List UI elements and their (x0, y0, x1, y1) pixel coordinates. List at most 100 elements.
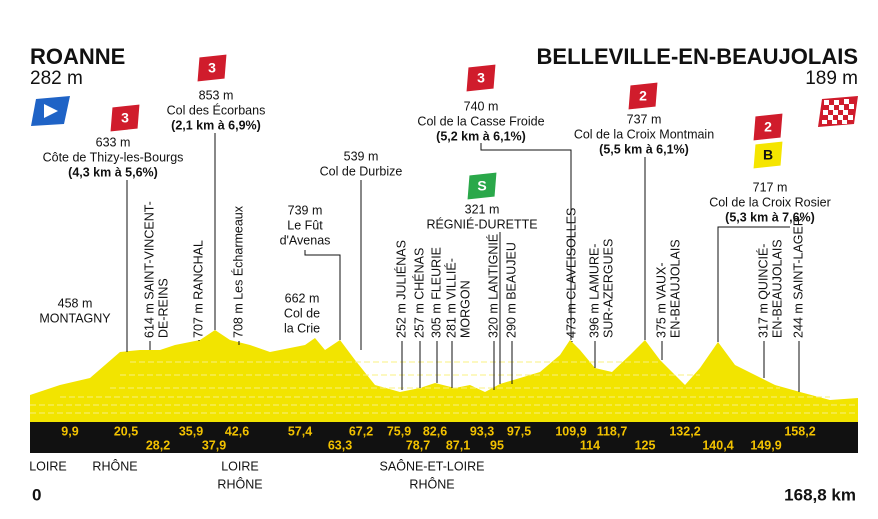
km-marker: 57,4 (288, 424, 312, 438)
point-label: la Crie (284, 321, 320, 335)
climb-name: Col de la Casse Froide (417, 114, 544, 128)
point-label: Col de Durbize (320, 164, 403, 178)
sprint-name: RÉGNIÉ-DURETTE (426, 216, 537, 231)
climb-altitude: 853 m (199, 88, 234, 102)
km-marker: 93,3 (470, 424, 494, 438)
town-label: 614 m SAINT-VINCENT- (142, 201, 156, 338)
leader-line (304, 250, 341, 340)
badge (465, 63, 497, 93)
km-marker: 132,2 (669, 424, 700, 438)
climb-altitude: 737 m (627, 112, 662, 126)
badge (752, 140, 784, 170)
town-label: 281 m VILLIÉ- (443, 258, 458, 338)
badge (196, 53, 228, 83)
badge (109, 103, 141, 133)
point-label: MONTAGNY (39, 311, 111, 325)
region-label: RHÔNE (409, 476, 454, 491)
elevation-profile (30, 330, 858, 422)
km-marker: 149,9 (750, 438, 781, 452)
climb-name: Col de la Croix Rosier (709, 195, 831, 209)
climb-detail: (5,2 km à 6,1%) (436, 129, 526, 143)
badge-label: 2 (764, 119, 772, 135)
town-label: 252 m JULIÉNAS (393, 240, 408, 338)
km-marker: 75,9 (387, 424, 411, 438)
km-marker: 20,5 (114, 424, 138, 438)
town-label: 396 m LAMURE- (587, 244, 601, 338)
town-label: 244 m SAINT-LAGER (791, 217, 805, 338)
km-marker: 67,2 (349, 424, 373, 438)
town-label: EN-BEAUJOLAIS (668, 239, 682, 338)
km-marker: 35,9 (179, 424, 203, 438)
climb-detail: (5,3 km à 7,6%) (725, 210, 815, 224)
km-strip (30, 422, 858, 453)
leader-line (717, 226, 790, 342)
town-label: 305 m FLEURIE (429, 247, 443, 338)
town-label: SUR-AZERGUES (601, 239, 615, 338)
town-label: 290 m BEAUJEU (504, 242, 518, 338)
climb-altitude: 717 m (753, 180, 788, 194)
finish-name: BELLEVILLE-EN-BEAUJOLAIS (537, 44, 858, 69)
point-label: 739 m (288, 203, 323, 217)
climb-detail: (4,3 km à 5,6%) (68, 165, 158, 179)
badge-label: B (763, 147, 773, 163)
start-arrow (44, 104, 58, 118)
climb-name: Côte de Thizy-les-Bourgs (43, 150, 184, 164)
town-label: MORGON (458, 280, 472, 338)
km-marker: 95 (490, 438, 504, 452)
finish-altitude: 189 m (805, 68, 858, 89)
km-marker: 109,9 (555, 424, 586, 438)
point-label: d'Avenas (280, 233, 331, 247)
climb-altitude: 740 m (464, 99, 499, 113)
leader-line (480, 143, 572, 340)
km-marker: 114 (580, 438, 600, 452)
badge (752, 112, 784, 142)
town-label: 317 m QUINCIÉ- (755, 244, 770, 338)
badge-label: 2 (639, 88, 647, 104)
town-label: DE-REINS (156, 278, 170, 338)
town-label: 708 m Les Écharmeaux (230, 205, 245, 338)
point-label: 662 m (285, 291, 320, 305)
climb-detail: (2,1 km à 6,9%) (171, 118, 261, 132)
climb-name: Col de la Croix Montmain (574, 127, 714, 141)
km-marker: 158,2 (784, 424, 815, 438)
km-marker: 9,9 (61, 424, 78, 438)
point-label: Col de (284, 306, 320, 320)
region-label: LOIRE (29, 459, 67, 473)
badge-label: S (477, 178, 486, 194)
region-label: RHÔNE (92, 458, 137, 473)
badge (466, 171, 498, 201)
start-altitude: 282 m (30, 68, 83, 89)
km-marker: 37,9 (202, 438, 226, 452)
badge (627, 81, 659, 111)
km-marker: 63,3 (328, 438, 352, 452)
km-marker: 78,7 (406, 438, 430, 452)
town-label: 707 m RANCHAL (191, 240, 205, 338)
finish-km: 168,8 km (784, 485, 856, 504)
finish-flag (818, 96, 858, 127)
start-name: ROANNE (30, 44, 125, 69)
badge-label: 3 (208, 60, 216, 76)
km-marker: 125 (635, 438, 656, 452)
badge-label: 3 (121, 110, 129, 126)
point-label: Le Fût (287, 218, 323, 232)
km-marker: 82,6 (423, 424, 447, 438)
sprint-altitude: 321 m (465, 202, 500, 216)
point-label: 539 m (344, 149, 379, 163)
region-label: LOIRE (221, 459, 259, 473)
point-label: 458 m (58, 296, 93, 310)
km-marker: 118,7 (597, 424, 628, 438)
km-marker: 97,5 (507, 424, 531, 438)
start-km: 0 (32, 485, 41, 504)
town-label: EN-BEAUJOLAIS (770, 239, 784, 338)
town-label: 257 m CHÉNAS (411, 248, 426, 338)
town-label: 320 m LANTIGNIÉ (485, 234, 500, 338)
badge-label: 3 (477, 70, 485, 86)
climb-altitude: 633 m (96, 135, 131, 149)
town-label: 375 m VAUX- (654, 263, 668, 339)
climb-detail: (5,5 km à 6,1%) (599, 142, 689, 156)
region-label: SAÔNE-ET-LOIRE (380, 458, 485, 473)
km-marker: 42,6 (225, 424, 249, 438)
climb-name: Col des Écorbans (167, 102, 266, 117)
km-marker: 28,2 (146, 438, 170, 452)
